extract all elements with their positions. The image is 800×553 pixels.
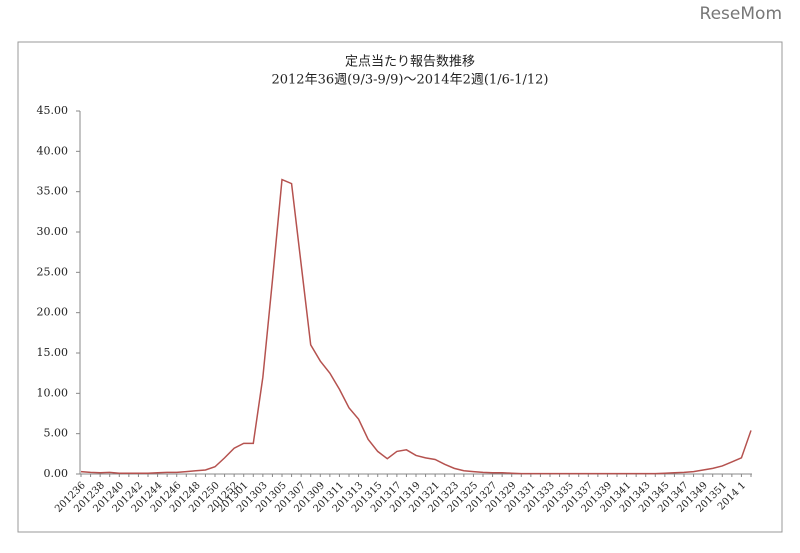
y-tick-label: 10.00 (37, 386, 69, 399)
chart-frame (17, 41, 783, 533)
chart-title: 定点当たり報告数推移 (345, 55, 475, 70)
y-tick-label: 15.00 (37, 346, 69, 359)
y-tick-label: 20.00 (37, 306, 69, 319)
series-line (80, 178, 752, 475)
watermark: ReseMom (700, 4, 782, 24)
y-tick-label: 40.00 (37, 144, 69, 157)
y-tick-label: 0.00 (44, 467, 69, 480)
chart-subtitle: 2012年36週(9/3-9/9)～2014年2週(1/6-1/12) (271, 73, 548, 88)
y-tick-label: 35.00 (37, 185, 69, 198)
y-tick-label: 30.00 (37, 225, 69, 238)
y-tick-label: 5.00 (44, 427, 69, 440)
y-tick-label: 45.00 (37, 104, 69, 117)
y-tick-label: 25.00 (37, 265, 69, 278)
